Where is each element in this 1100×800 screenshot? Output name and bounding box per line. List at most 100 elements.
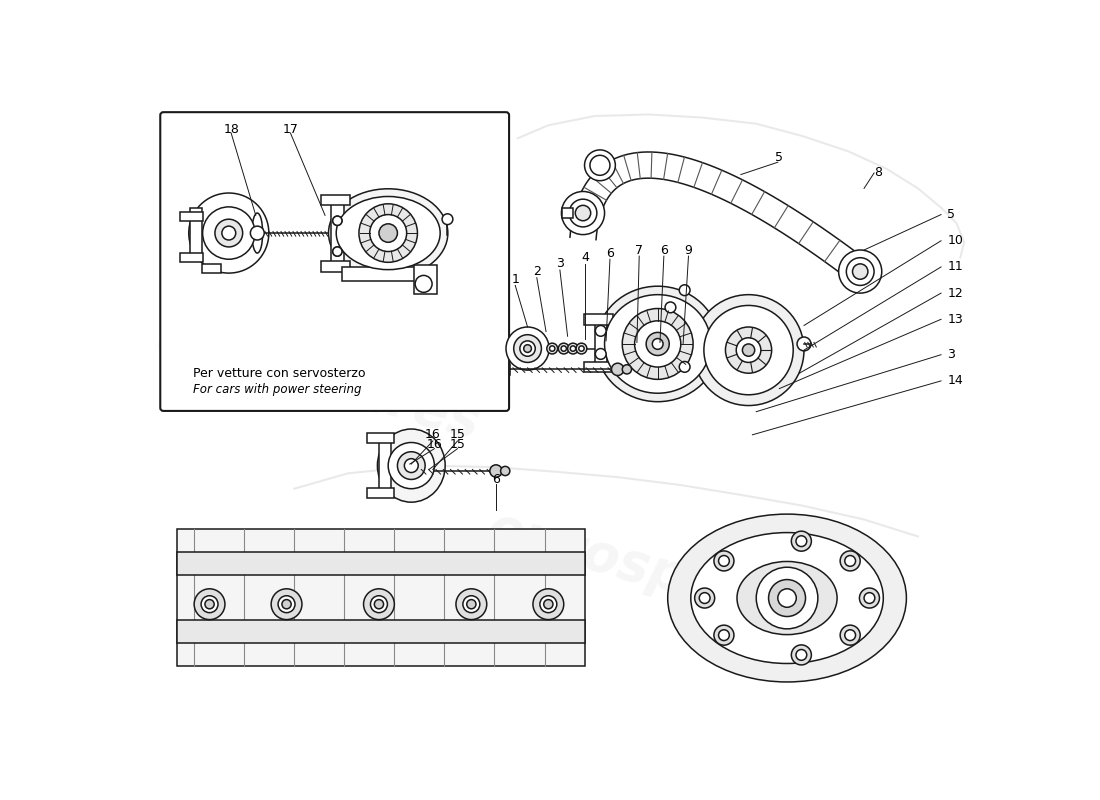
Circle shape [561, 346, 566, 351]
Bar [594, 317, 607, 367]
Circle shape [845, 630, 856, 641]
FancyBboxPatch shape [161, 112, 509, 411]
Circle shape [680, 285, 690, 295]
Bar [414, 265, 437, 294]
Text: Per vetture con servosterzo: Per vetture con servosterzo [192, 367, 365, 381]
Text: 6: 6 [492, 473, 499, 486]
Circle shape [840, 551, 860, 571]
Bar [321, 194, 351, 206]
Bar [367, 434, 394, 443]
Circle shape [214, 219, 243, 247]
Ellipse shape [337, 197, 440, 270]
Bar [378, 434, 392, 493]
Circle shape [570, 346, 575, 351]
Circle shape [282, 599, 292, 609]
Circle shape [852, 264, 868, 279]
Circle shape [769, 579, 805, 617]
Bar [321, 261, 351, 271]
Circle shape [736, 338, 761, 362]
Circle shape [534, 589, 563, 619]
Circle shape [222, 226, 235, 240]
Bar [177, 619, 585, 642]
Text: 11: 11 [947, 261, 962, 274]
Text: 15: 15 [450, 438, 465, 450]
Circle shape [778, 589, 796, 607]
Circle shape [575, 206, 591, 221]
Circle shape [466, 599, 476, 609]
Circle shape [623, 365, 631, 374]
Circle shape [332, 216, 342, 226]
Circle shape [378, 224, 397, 242]
Bar [331, 196, 343, 266]
Text: 9: 9 [684, 243, 692, 257]
Circle shape [195, 589, 226, 619]
Circle shape [576, 343, 587, 354]
Circle shape [695, 588, 715, 608]
Bar [584, 362, 613, 373]
Circle shape [798, 337, 811, 351]
Circle shape [278, 596, 295, 613]
Circle shape [666, 302, 675, 313]
Circle shape [520, 341, 536, 356]
Text: 18: 18 [223, 122, 239, 136]
Circle shape [359, 204, 418, 262]
Circle shape [623, 309, 693, 379]
Circle shape [718, 630, 729, 641]
Circle shape [251, 226, 264, 240]
Circle shape [490, 465, 503, 477]
Bar [177, 529, 585, 666]
Circle shape [569, 199, 597, 227]
Ellipse shape [668, 514, 906, 682]
Ellipse shape [329, 189, 448, 278]
Circle shape [202, 207, 255, 259]
Text: 6: 6 [606, 246, 614, 259]
Text: 5: 5 [947, 208, 955, 221]
Circle shape [463, 596, 480, 613]
Ellipse shape [691, 533, 883, 663]
Circle shape [568, 343, 579, 354]
Text: 3: 3 [556, 258, 564, 270]
Ellipse shape [596, 286, 719, 402]
Circle shape [456, 589, 486, 619]
Circle shape [791, 645, 812, 665]
Circle shape [189, 193, 268, 273]
Bar [584, 314, 613, 325]
Circle shape [272, 589, 301, 619]
Bar [180, 211, 204, 221]
Circle shape [595, 326, 606, 336]
Text: 3: 3 [947, 348, 955, 362]
Text: 5: 5 [776, 151, 783, 164]
Circle shape [704, 306, 793, 394]
Circle shape [514, 334, 541, 362]
Circle shape [550, 346, 554, 351]
Circle shape [635, 321, 681, 367]
Circle shape [332, 216, 342, 226]
Text: 1: 1 [512, 273, 519, 286]
Bar [190, 208, 202, 258]
Circle shape [742, 344, 755, 356]
Circle shape [838, 250, 882, 293]
Circle shape [859, 588, 880, 608]
Circle shape [547, 343, 558, 354]
Circle shape [700, 593, 711, 603]
Circle shape [506, 327, 549, 370]
Text: 8: 8 [873, 166, 882, 179]
Circle shape [646, 332, 669, 355]
Text: 14: 14 [947, 374, 962, 387]
Bar [180, 253, 204, 262]
Circle shape [652, 338, 663, 350]
Circle shape [680, 362, 690, 372]
Circle shape [693, 294, 804, 406]
Circle shape [374, 599, 384, 609]
Text: 13: 13 [947, 313, 962, 326]
Circle shape [845, 555, 856, 566]
Circle shape [370, 214, 407, 251]
Circle shape [364, 589, 395, 619]
Bar [202, 264, 221, 273]
Circle shape [579, 346, 584, 351]
Text: For cars with power steering: For cars with power steering [192, 383, 361, 396]
Circle shape [666, 344, 675, 355]
Circle shape [840, 625, 860, 645]
Text: 4: 4 [582, 251, 590, 264]
Text: 15: 15 [450, 428, 465, 442]
